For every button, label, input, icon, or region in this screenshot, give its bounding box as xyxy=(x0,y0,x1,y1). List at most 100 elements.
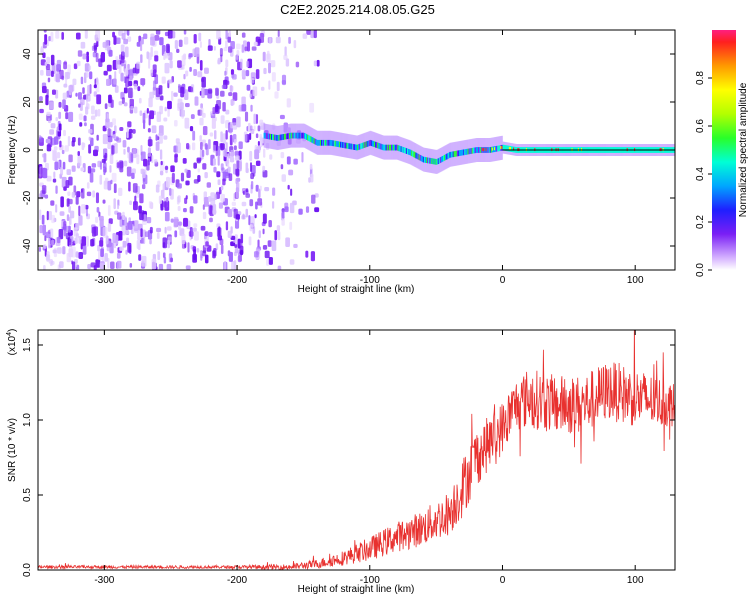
heatmap-cell xyxy=(222,133,227,144)
heatmap-cell xyxy=(39,108,44,114)
heatmap-cell xyxy=(217,145,221,157)
heatmap-cell xyxy=(189,66,192,72)
heatmap-cell xyxy=(84,30,88,39)
heatmap-cell xyxy=(271,134,273,140)
heatmap-cell xyxy=(185,103,190,108)
heatmap-cell xyxy=(44,235,47,242)
heatmap-cell xyxy=(128,181,131,192)
heatmap-cell xyxy=(236,159,240,169)
heatmap-cell xyxy=(48,36,52,42)
heatmap-cell xyxy=(123,60,127,70)
heatmap-cell xyxy=(286,156,291,165)
heatmap-cell xyxy=(174,120,178,127)
heatmap-cell xyxy=(263,132,266,139)
heatmap-cell xyxy=(474,147,477,154)
heatmap-cell xyxy=(76,191,81,198)
heatmap-cell xyxy=(177,60,182,68)
heatmap-cell xyxy=(357,144,359,151)
heatmap-cell xyxy=(263,67,267,75)
heatmap-cell xyxy=(228,173,233,181)
heatmap-cell xyxy=(257,125,261,132)
heatmap-cell xyxy=(95,259,101,268)
heatmap-cell xyxy=(498,145,500,152)
heatmap-cell xyxy=(313,30,317,39)
heatmap-cell xyxy=(176,183,182,189)
heatmap-cell xyxy=(229,84,233,93)
heatmap-cell xyxy=(166,226,172,231)
heatmap-cell xyxy=(136,154,140,165)
heatmap-cell xyxy=(480,147,482,153)
heatmap-cell xyxy=(434,158,437,165)
heatmap-cell xyxy=(86,55,90,63)
heatmap-cell xyxy=(224,70,227,76)
heatmap-cell xyxy=(465,149,467,155)
heatmap-cell xyxy=(300,132,303,139)
heatmap-cell xyxy=(58,101,62,108)
heatmap-cell xyxy=(178,83,181,89)
spectrogram-y-tick-label: 0 xyxy=(22,147,33,153)
heatmap-cell xyxy=(86,235,89,247)
heatmap-cell xyxy=(364,141,367,148)
heatmap-cell xyxy=(277,135,280,141)
heatmap-cell xyxy=(231,201,237,207)
heatmap-cell xyxy=(374,141,376,148)
heatmap-cell xyxy=(290,132,292,139)
heatmap-cell xyxy=(90,168,96,173)
heatmap-cell xyxy=(61,176,67,188)
heatmap-cell xyxy=(293,39,297,49)
heatmap-cell xyxy=(159,149,163,160)
heatmap-cell xyxy=(94,150,98,157)
heatmap-cell xyxy=(212,203,217,215)
heatmap-cell xyxy=(419,154,422,161)
heatmap-cell xyxy=(129,200,132,206)
heatmap-cell xyxy=(248,236,252,246)
heatmap-cell xyxy=(336,141,339,147)
heatmap-cell xyxy=(223,47,228,52)
heatmap-cell xyxy=(85,106,89,115)
heatmap-cell xyxy=(249,199,254,207)
heatmap-cell xyxy=(193,33,197,44)
snr-x-tick-label: -100 xyxy=(360,575,380,586)
heatmap-cell xyxy=(42,168,48,179)
heatmap-cell xyxy=(78,252,84,260)
heatmap-cell xyxy=(437,158,440,165)
heatmap-cell xyxy=(81,204,86,214)
heatmap-cell xyxy=(82,53,87,60)
heatmap-cell xyxy=(249,150,253,162)
heatmap-cell xyxy=(105,118,110,129)
heatmap-cell xyxy=(236,116,241,128)
heatmap-cell xyxy=(141,184,146,190)
heatmap-cell xyxy=(99,161,103,170)
heatmap-cell xyxy=(199,59,203,71)
heatmap-cell xyxy=(193,69,198,77)
heatmap-cell xyxy=(478,147,480,153)
heatmap-cell xyxy=(121,225,126,236)
heatmap-cell xyxy=(148,59,151,69)
heatmap-cell xyxy=(153,159,158,164)
heatmap-cell xyxy=(400,146,403,153)
heatmap-cell xyxy=(295,132,298,139)
heatmap-cell xyxy=(162,252,166,259)
heatmap-cell xyxy=(281,134,284,141)
heatmap-cell xyxy=(225,109,230,115)
heatmap-cell xyxy=(253,113,256,125)
heatmap-cell xyxy=(407,148,410,155)
heatmap-cell xyxy=(206,182,211,188)
heatmap-cell xyxy=(415,152,418,159)
heatmap-cell xyxy=(216,171,221,178)
heatmap-cell xyxy=(249,162,253,172)
heatmap-cell xyxy=(257,38,262,44)
heatmap-cell xyxy=(375,141,377,148)
heatmap-cell xyxy=(218,226,221,236)
heatmap-cell xyxy=(132,128,136,134)
heatmap-cell xyxy=(124,216,127,227)
heatmap-cell xyxy=(268,62,271,74)
snr-y-axis-label: SNR (10 * v/v) xyxy=(7,418,18,482)
heatmap-cell xyxy=(66,169,72,175)
heatmap-cell xyxy=(155,30,161,35)
heatmap-cell xyxy=(112,134,117,140)
heatmap-cell xyxy=(285,133,288,140)
heatmap-cell xyxy=(62,92,68,100)
heatmap-cell xyxy=(127,36,132,42)
heatmap-cell xyxy=(117,199,120,207)
